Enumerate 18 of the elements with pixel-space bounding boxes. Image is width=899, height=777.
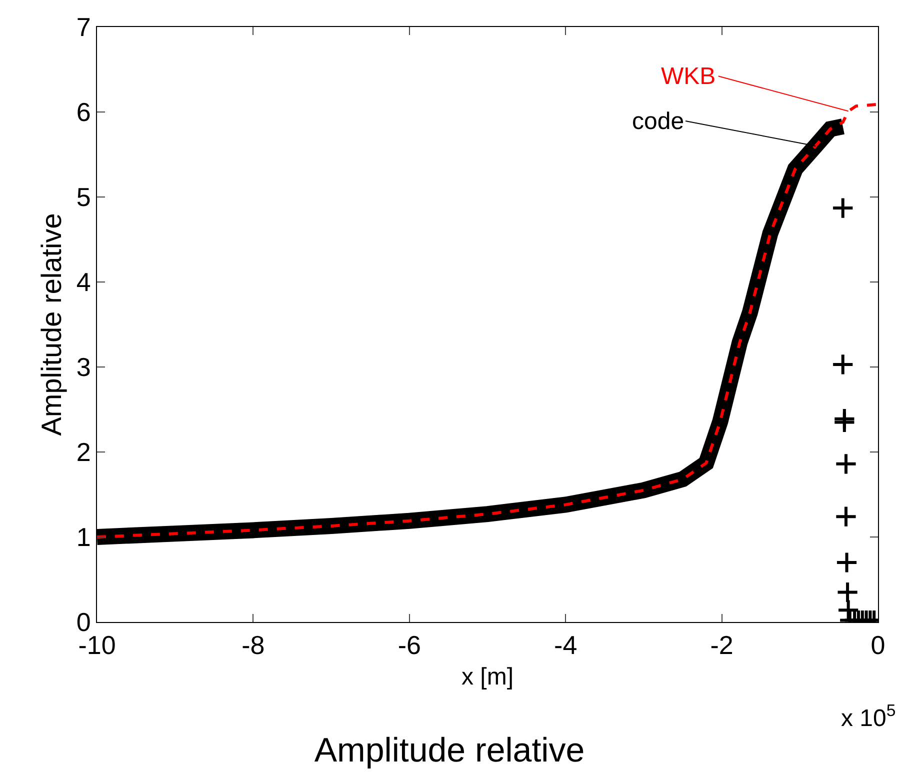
x-tick-label: -2 [710,630,734,660]
y-tick-label: 1 [76,522,91,552]
x-tick-label: -4 [554,630,578,660]
annotation: WKB [661,63,716,90]
annotation: code [632,108,684,135]
y-tick-label: 6 [76,97,91,128]
y-tick-label: 4 [76,267,91,298]
x-tick-label: 0 [870,630,886,660]
y-axis-title: Amplitude relative [36,213,68,436]
x-tick-label: -8 [242,630,265,660]
x-axis-title: x [m] [462,664,514,690]
y-tick-label: 2 [76,437,91,468]
text: x 10$^{5}$ [841,701,896,732]
y-tick-label: 7 [76,12,91,42]
text: Amplitude relative [314,731,585,770]
x-tick-label: -6 [398,630,421,660]
y-tick-label: 3 [76,352,91,382]
y-tick-label: 5 [76,182,91,212]
